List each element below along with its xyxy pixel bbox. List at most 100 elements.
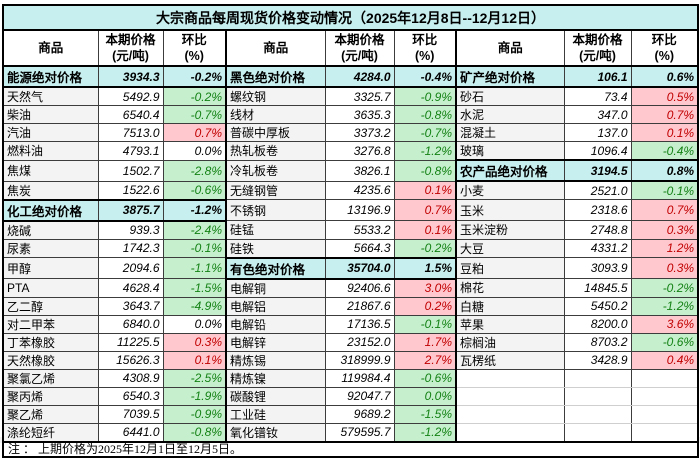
pct-change-cell: 0.7%: [162, 123, 227, 142]
table-row: 涤纶短纤 6441.0 -0.8% 氧化镨钕 579595.7 -1.2%: [2, 422, 699, 442]
commodity-name-cell: 玻璃: [455, 141, 565, 161]
header-price-line2: (元/吨): [579, 49, 616, 63]
table-row: 烧碱 939.3 -2.4% 硅锰 5533.2 0.1% 玉米淀粉 2748.8 0.3%: [2, 220, 699, 240]
price-value-cell: 3194.5: [563, 159, 632, 182]
price-value-cell: 1522.6: [97, 180, 164, 200]
price-value-cell: 4628.4: [97, 278, 164, 298]
price-value-cell: 15626.3: [97, 350, 164, 370]
pct-change-cell: -2.8%: [162, 159, 227, 182]
price-value-cell: 1096.4: [563, 141, 632, 161]
header-pct-line1: 环比: [181, 32, 207, 47]
pct-change-cell: -1.1%: [162, 257, 227, 279]
price-value-cell: 7513.0: [97, 123, 164, 142]
price-value-cell: 579595.7: [324, 422, 395, 442]
price-value-cell: 9689.2: [324, 404, 395, 424]
price-value-cell: [563, 368, 632, 388]
column-header-row: 商品 本期价格 (元/吨) 环比 (%) 商品 本期价格 (元/吨) 环比 (%) 商品…: [2, 29, 699, 67]
price-value-cell: 3643.7: [97, 296, 164, 316]
price-value-cell: 3875.7: [97, 198, 164, 222]
price-value-cell: [563, 404, 632, 424]
header-pct-line2: (%): [415, 49, 435, 63]
commodity-name-cell: [455, 404, 565, 424]
pct-change-cell: 0.8%: [630, 159, 699, 182]
price-value-cell: 6540.4: [97, 105, 164, 124]
header-commodity-1: 商品: [2, 29, 99, 67]
header-commodity-3: 商品: [455, 29, 565, 67]
pct-change-cell: 0.3%: [162, 332, 227, 352]
commodity-name-cell: 小麦: [455, 180, 565, 200]
commodity-name-cell: 玉米: [455, 199, 565, 221]
table-row: 焦炭 1522.6 -0.6% 无缝钢管 4235.6 0.1% 小麦 2521.0 -0.1%: [2, 180, 699, 200]
header-pct-line2: (%): [184, 49, 204, 63]
table-row: 对二甲苯 6840.0 0.0% 电解铅 17136.5 -0.1% 苹果 8200.0 3.6…: [2, 314, 699, 334]
pct-change-cell: -1.2%: [393, 141, 457, 161]
price-value-cell: 6540.3: [97, 386, 164, 406]
commodity-name-cell: 瓦楞纸: [455, 350, 565, 370]
header-pct-line2: (%): [654, 49, 674, 63]
price-value-cell: 3428.9: [563, 350, 632, 370]
price-value-cell: 1742.3: [97, 238, 164, 258]
pct-change-cell: [630, 386, 699, 406]
price-value-cell: 3934.3: [97, 65, 164, 88]
header-pct-2: 环比 (%): [393, 29, 457, 67]
header-price-line1: 本期价格: [105, 32, 156, 47]
table-row: 能源绝对价格 3934.3 -0.2% 黑色绝对价格 4284.0 -0.4% 矿产绝对价格…: [2, 65, 699, 88]
commodity-name-cell: 电解铜: [225, 278, 326, 298]
pct-change-cell: 0.5%: [630, 86, 699, 106]
price-value-cell: 6840.0: [97, 314, 164, 334]
commodity-name-cell: 烧碱: [2, 220, 99, 240]
pct-change-cell: 1.7%: [393, 332, 457, 352]
header-price-1: 本期价格 (元/吨): [97, 29, 164, 67]
commodity-name-cell: 丁苯橡胶: [2, 332, 99, 352]
commodity-name-cell: 线材: [225, 105, 326, 124]
price-value-cell: 347.0: [563, 105, 632, 124]
pct-change-cell: 0.2%: [393, 296, 457, 316]
commodity-name-cell: 聚氯乙烯: [2, 368, 99, 388]
pct-change-cell: -0.6%: [393, 368, 457, 388]
commodity-name-cell: 热轧板卷: [225, 141, 326, 161]
price-value-cell: 3325.7: [324, 86, 395, 106]
header-commodity-2: 商品: [225, 29, 326, 67]
footnote-row: 注 ： 上期价格为2025年12月1日至12月5日。: [1, 440, 700, 458]
table-row: PTA 4628.4 -1.5% 电解铜 92406.6 3.0% 棉花 14845.5 -0.…: [2, 278, 699, 298]
pct-change-cell: 0.4%: [630, 350, 699, 370]
commodity-price-table: 大宗商品每周现货价格变动情况（2025年12月8日--12月12日） 商品 本期…: [1, 4, 700, 458]
commodity-name-cell: 涤纶短纤: [2, 422, 99, 442]
price-value-cell: 3093.9: [563, 257, 632, 279]
commodity-name-cell: 无缝钢管: [225, 180, 326, 200]
pct-change-cell: 0.3%: [630, 220, 699, 240]
price-value-cell: 23152.0: [324, 332, 395, 352]
pct-change-cell: 0.1%: [393, 220, 457, 240]
commodity-name-cell: 硅铁: [225, 238, 326, 258]
commodity-name-cell: 焦煤: [2, 159, 99, 182]
pct-change-cell: -0.6%: [630, 332, 699, 352]
price-value-cell: 3826.1: [324, 159, 395, 182]
commodity-name-cell: 砂石: [455, 86, 565, 106]
price-value-cell: 7039.5: [97, 404, 164, 424]
price-value-cell: 73.4: [563, 86, 632, 106]
commodity-name-cell: 螺纹钢: [225, 86, 326, 106]
pct-change-cell: 0.6%: [630, 65, 699, 88]
price-value-cell: 11225.5: [97, 332, 164, 352]
table-row: 汽油 7513.0 0.7% 普碳中厚板 3373.2 -0.7% 混凝土 137.0 0.1%: [2, 123, 699, 142]
pct-change-cell: -0.1%: [630, 180, 699, 200]
pct-change-cell: -1.2%: [393, 422, 457, 442]
table-row: 丁苯橡胶 11225.5 0.3% 电解锌 23152.0 1.7% 棕榈油 8703.2 -0…: [2, 332, 699, 352]
commodity-name-cell: 天然橡胶: [2, 350, 99, 370]
pct-change-cell: 0.0%: [393, 386, 457, 406]
price-value-cell: 2318.6: [563, 199, 632, 221]
pct-change-cell: -0.2%: [162, 86, 227, 106]
price-value-cell: 4793.1: [97, 141, 164, 161]
price-value-cell: 5664.3: [324, 238, 395, 258]
pct-change-cell: -1.2%: [162, 198, 227, 222]
price-value-cell: 4331.2: [563, 238, 632, 258]
commodity-name-cell: 电解锌: [225, 332, 326, 352]
pct-change-cell: 1.5%: [393, 256, 457, 280]
price-value-cell: 2748.8: [563, 220, 632, 240]
table-row: 尿素 1742.3 -0.1% 硅铁 5664.3 -0.2% 大豆 4331.2 1.2%: [2, 238, 699, 258]
commodity-name-cell: 精炼镍: [225, 368, 326, 388]
price-value-cell: 4284.0: [324, 65, 395, 88]
pct-change-cell: 1.2%: [630, 238, 699, 258]
commodity-name-cell: 棉花: [455, 278, 565, 298]
pct-change-cell: -0.2%: [162, 65, 227, 88]
